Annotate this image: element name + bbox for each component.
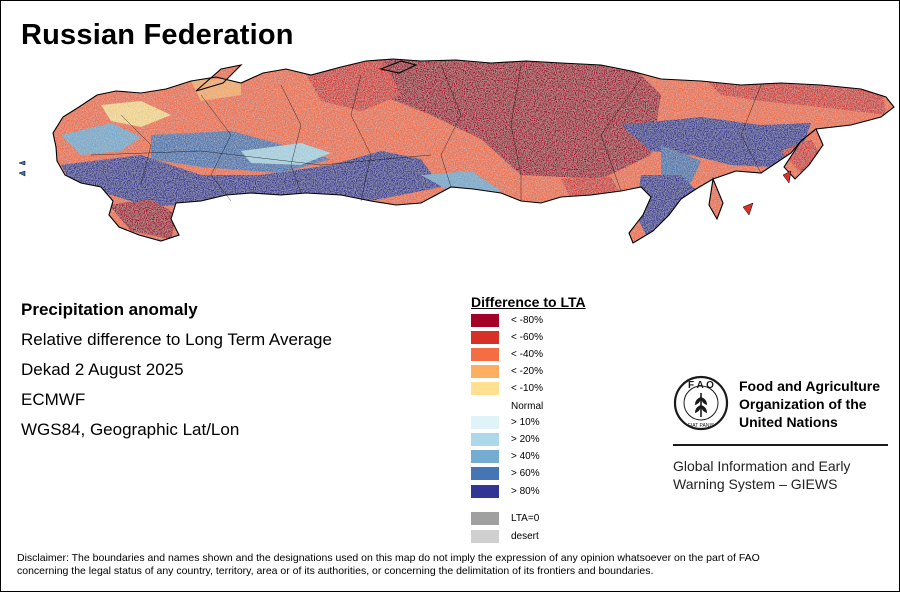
legend-swatch [471, 467, 499, 480]
legend-label: < -40% [511, 349, 543, 360]
giews-label: Global Information and Early Warning Sys… [673, 457, 850, 493]
legend-label: < -20% [511, 366, 543, 377]
legend-normal-label: Normal [511, 401, 544, 412]
disclaimer: Disclaimer: The boundaries and names sho… [17, 552, 887, 578]
legend-swatch [471, 530, 499, 543]
legend-label: > 40% [511, 451, 540, 462]
fao-name-line: Food and Agriculture [739, 378, 881, 394]
map-title: Russian Federation [21, 19, 294, 51]
legend-swatch [471, 331, 499, 344]
fao-name-line: Organization of the [739, 396, 867, 412]
precipitation-anomaly-map [18, 58, 895, 244]
legend-title: Difference to LTA [471, 294, 586, 310]
disclaimer-line: Disclaimer: The boundaries and names sho… [17, 552, 760, 564]
legend-swatch [471, 512, 499, 525]
legend-swatch [471, 348, 499, 361]
legend-label: LTA=0 [511, 513, 540, 524]
fao-emblem-letters: F A O [688, 380, 714, 391]
legend-swatch [471, 314, 499, 327]
legend-label: > 10% [511, 417, 540, 428]
giews-line: Warning System – GIEWS [673, 476, 838, 492]
legend-swatch [471, 365, 499, 378]
legend-label: < -60% [511, 332, 543, 343]
logo-divider [673, 444, 888, 446]
fao-name: Food and Agriculture Organization of the… [739, 377, 880, 431]
fao-emblem-motto: FIAT PANIS [688, 423, 715, 429]
legend-label: > 60% [511, 468, 540, 479]
legend-label: < -80% [511, 315, 543, 326]
legend-swatch [471, 485, 499, 498]
legend-label: > 20% [511, 434, 540, 445]
metadata-source: ECMWF [21, 390, 86, 409]
legend-swatch [471, 450, 499, 463]
legend-swatch [471, 382, 499, 395]
legend-swatch [471, 416, 499, 429]
legend-swatch [471, 433, 499, 446]
legend-label: < -10% [511, 383, 543, 394]
legend-label: > 80% [511, 486, 540, 497]
metadata-period: Dekad 2 August 2025 [21, 360, 184, 379]
metadata-projection: WGS84, Geographic Lat/Lon [21, 420, 240, 439]
fao-name-line: United Nations [739, 414, 838, 430]
metadata-heading: Precipitation anomaly [21, 300, 198, 319]
giews-line: Global Information and Early [673, 458, 851, 474]
fao-logo-emblem: F A O FIAT PANIS [673, 375, 729, 431]
legend-label: desert [511, 531, 539, 542]
metadata-description: Relative difference to Long Term Average [21, 330, 332, 349]
disclaimer-line: concerning the legal status of any count… [17, 565, 654, 577]
